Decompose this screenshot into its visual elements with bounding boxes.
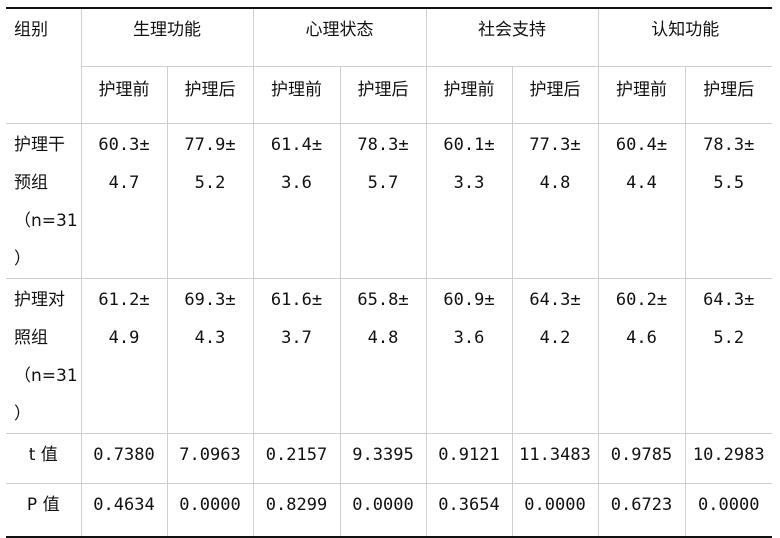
- cell-mean: 60.1±: [443, 135, 495, 155]
- cell-mean: 77.9±: [184, 135, 236, 155]
- p-value-cell: 0.4634: [80, 483, 168, 538]
- subheader-before: 护理前: [252, 66, 341, 124]
- p-value-cell: 0.0000: [166, 483, 254, 538]
- cell-sd: 4.7: [108, 173, 140, 193]
- cell-mean: 60.9±: [443, 290, 495, 310]
- cell-sd: 4.9: [108, 328, 140, 348]
- t-value-cell: 9.3395: [339, 433, 427, 484]
- subheader-after: 护理后: [511, 66, 599, 124]
- t-value-cell: 10.2983: [684, 433, 772, 484]
- table-cell: 64.3± 5.2: [684, 278, 772, 434]
- comparison-table: 组别 生理功能 心理状态 社会支持 认知功能 护理前 护理后 护理前 护理后 护…: [6, 7, 772, 538]
- p-value-cell: 0.8299: [252, 483, 341, 538]
- row-label-line: 预组: [14, 173, 48, 193]
- t-value-label: t 值: [6, 433, 82, 484]
- t-value-cell: 11.3483: [511, 433, 599, 484]
- header-row-categories: 组别 生理功能 心理状态 社会支持 认知功能: [6, 7, 772, 124]
- p-value-cell: 0.6723: [597, 483, 686, 538]
- table-cell: 60.2± 4.6: [597, 278, 686, 434]
- t-value-cell: 0.9785: [597, 433, 686, 484]
- cell-sd: 3.3: [453, 173, 485, 193]
- table-row-t-value: t 值 0.7380 7.0963 0.2157 9.3395 0.9121 1…: [6, 433, 772, 484]
- group-header: 组别: [6, 7, 82, 124]
- p-value-cell: 0.0000: [511, 483, 599, 538]
- category-cognitive: 认知功能: [597, 7, 772, 67]
- cell-mean: 77.3±: [529, 135, 581, 155]
- cell-sd: 4.8: [539, 173, 571, 193]
- cell-mean: 61.4±: [270, 135, 323, 155]
- cell-sd: 4.2: [539, 328, 571, 348]
- table-cell: 69.3± 4.3: [166, 278, 254, 434]
- cell-mean: 60.4±: [615, 135, 668, 155]
- cell-mean: 61.2±: [98, 290, 150, 310]
- t-value-cell: 7.0963: [166, 433, 254, 484]
- subheader-before: 护理前: [425, 66, 513, 124]
- row-label-line: ）: [14, 404, 31, 424]
- table-cell: 64.3± 4.2: [511, 278, 599, 434]
- cell-sd: 3.7: [281, 328, 312, 348]
- row-label-line: 照组: [14, 328, 48, 348]
- cell-mean: 78.3±: [357, 135, 409, 155]
- cell-mean: 65.8±: [357, 290, 409, 310]
- cell-sd: 5.7: [367, 173, 399, 193]
- group-header-label: 组别: [14, 20, 48, 40]
- p-value-cell: 0.0000: [339, 483, 427, 538]
- cell-sd: 5.5: [713, 173, 745, 193]
- category-psychological: 心理状态: [252, 7, 427, 67]
- cell-sd: 3.6: [281, 173, 312, 193]
- cell-mean: 78.3±: [703, 135, 755, 155]
- table-cell: 61.2± 4.9: [80, 278, 168, 434]
- cell-sd: 4.4: [626, 173, 657, 193]
- p-value-label: P 值: [6, 483, 82, 538]
- row-label-intervention: 护理干 预组 （n=31 ）: [6, 123, 82, 279]
- comparison-table-container: 组别 生理功能 心理状态 社会支持 认知功能 护理前 护理后 护理前 护理后 护…: [6, 7, 772, 538]
- row-label-line: （n=31: [14, 211, 78, 231]
- table-row-control: 护理对 照组 （n=31 ） 61.2± 4.9 69.3± 4.3 61.6± 3.…: [6, 278, 772, 434]
- subheader-before: 护理前: [80, 66, 168, 124]
- header-row-subheaders: 护理前 护理后 护理前 护理后 护理前 护理后 护理前 护理后: [6, 66, 772, 124]
- table-cell: 61.6± 3.7: [252, 278, 341, 434]
- t-value-cell: 0.7380: [80, 433, 168, 484]
- row-label-line: （n=31: [14, 366, 78, 386]
- cell-mean: 64.3±: [529, 290, 581, 310]
- cell-mean: 60.2±: [615, 290, 668, 310]
- cell-mean: 69.3±: [184, 290, 236, 310]
- table-cell: 77.3± 4.8: [511, 123, 599, 279]
- table-cell: 78.3± 5.5: [684, 123, 772, 279]
- cell-mean: 64.3±: [703, 290, 755, 310]
- row-label-line: 护理对: [14, 290, 65, 310]
- table-cell: 60.9± 3.6: [425, 278, 513, 434]
- table-row-intervention: 护理干 预组 （n=31 ） 60.3± 4.7 77.9± 5.2 61.4± 3.…: [6, 123, 772, 279]
- table-cell: 60.4± 4.4: [597, 123, 686, 279]
- subheader-before: 护理前: [597, 66, 686, 124]
- cell-sd: 3.6: [453, 328, 485, 348]
- cell-sd: 4.6: [626, 328, 657, 348]
- cell-sd: 4.8: [367, 328, 399, 348]
- category-physical: 生理功能: [80, 7, 254, 67]
- subheader-after: 护理后: [339, 66, 427, 124]
- t-value-cell: 0.9121: [425, 433, 513, 484]
- cell-sd: 4.3: [194, 328, 226, 348]
- cell-mean: 61.6±: [270, 290, 323, 310]
- p-value-cell: 0.3654: [425, 483, 513, 538]
- cell-mean: 60.3±: [98, 135, 150, 155]
- row-label-control: 护理对 照组 （n=31 ）: [6, 278, 82, 434]
- table-cell: 77.9± 5.2: [166, 123, 254, 279]
- table-cell: 78.3± 5.7: [339, 123, 427, 279]
- table-row-p-value: P 值 0.4634 0.0000 0.8299 0.0000 0.3654 0…: [6, 483, 772, 538]
- cell-sd: 5.2: [194, 173, 226, 193]
- subheader-after: 护理后: [684, 66, 772, 124]
- row-label-line: 护理干: [14, 135, 65, 155]
- table-cell: 65.8± 4.8: [339, 278, 427, 434]
- cell-sd: 5.2: [713, 328, 745, 348]
- category-social: 社会支持: [425, 7, 599, 67]
- row-label-line: ）: [14, 249, 31, 269]
- table-cell: 60.3± 4.7: [80, 123, 168, 279]
- table-cell: 60.1± 3.3: [425, 123, 513, 279]
- t-value-cell: 0.2157: [252, 433, 341, 484]
- p-value-cell: 0.0000: [684, 483, 772, 538]
- table-cell: 61.4± 3.6: [252, 123, 341, 279]
- subheader-after: 护理后: [166, 66, 254, 124]
